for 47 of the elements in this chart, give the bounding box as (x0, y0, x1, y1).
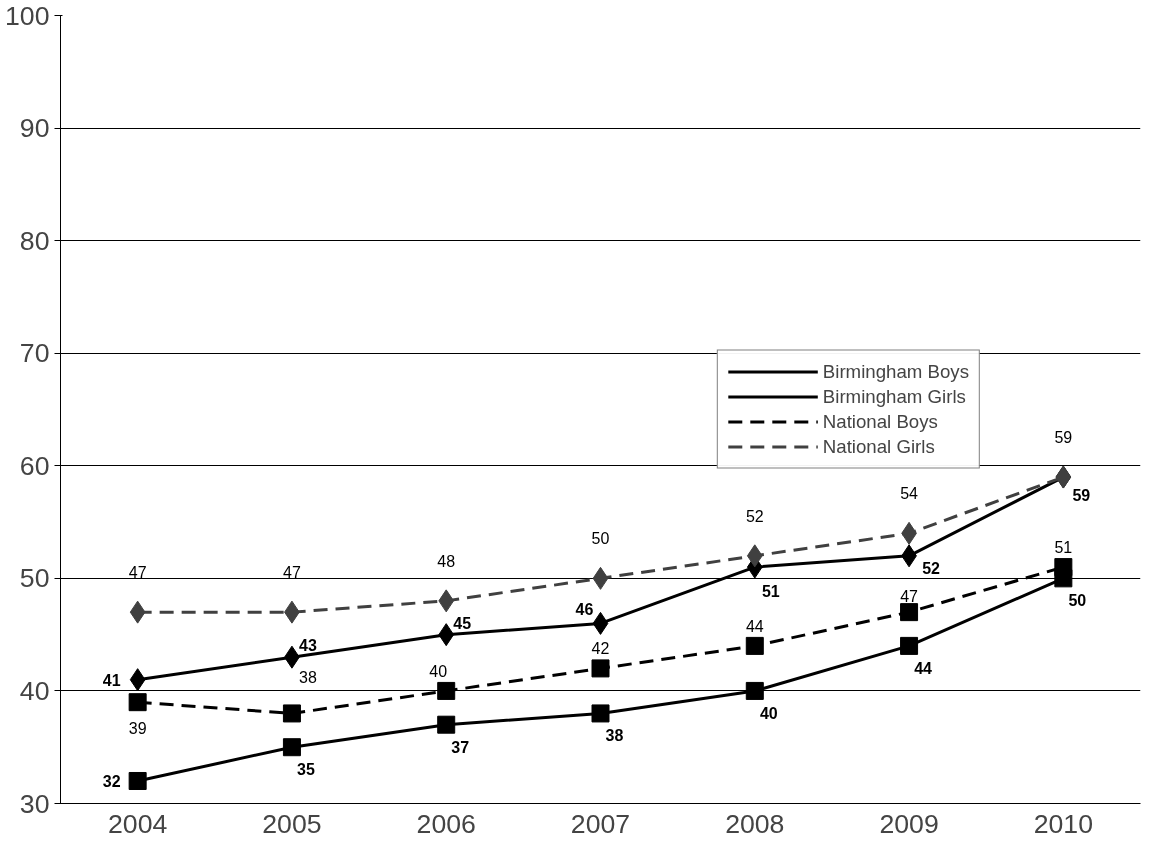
y-tick-label: 40 (19, 675, 50, 706)
x-tick-label: 2005 (262, 808, 322, 839)
y-tick-label: 30 (19, 788, 50, 819)
y-tick-label: 70 (19, 338, 50, 369)
x-tick-label: 2007 (570, 808, 631, 839)
data-label: 37 (451, 738, 470, 756)
data-label: 44 (745, 617, 764, 635)
legend-label: Birmingham Girls (822, 385, 966, 408)
data-label: 32 (102, 772, 121, 790)
data-label: 59 (1054, 429, 1073, 447)
data-label: 35 (297, 761, 315, 779)
data-label: 40 (429, 662, 448, 680)
data-label: 38 (299, 669, 317, 687)
x-tick-label: 2009 (879, 808, 939, 839)
data-label: 50 (1068, 592, 1087, 610)
data-label: 51 (761, 583, 780, 601)
legend-label: National Girls (822, 435, 935, 458)
data-label: 50 (591, 530, 610, 548)
data-label: 39 (128, 720, 147, 738)
data-label: 42 (591, 640, 610, 658)
data-label: 52 (922, 559, 941, 577)
x-tick-label: 2010 (1033, 808, 1094, 839)
legend-label: Birmingham Boys (822, 360, 969, 383)
x-tick-label: 2004 (107, 808, 168, 839)
data-label: 47 (128, 564, 147, 582)
data-label: 51 (1054, 539, 1073, 557)
y-tick-label: 100 (5, 0, 50, 31)
data-label: 38 (605, 727, 624, 745)
x-tick-label: 2006 (416, 808, 476, 839)
data-label: 47 (283, 564, 301, 582)
x-tick-label: 2008 (725, 808, 785, 839)
data-label: 44 (914, 659, 933, 677)
data-label: 48 (437, 552, 456, 570)
y-tick-label: 90 (19, 113, 50, 144)
data-label: 43 (299, 637, 317, 655)
data-label: 45 (453, 614, 472, 632)
data-label: 54 (900, 485, 919, 503)
y-tick-label: 80 (19, 225, 50, 256)
y-tick-label: 50 (19, 563, 50, 594)
data-label: 41 (102, 671, 121, 689)
data-label: 52 (745, 507, 764, 525)
legend-label: National Boys (822, 410, 938, 433)
data-label: 59 (1072, 487, 1091, 505)
data-label: 47 (900, 588, 919, 606)
data-label: 40 (759, 704, 778, 722)
data-label: 46 (575, 601, 594, 619)
y-tick-label: 60 (19, 450, 50, 481)
